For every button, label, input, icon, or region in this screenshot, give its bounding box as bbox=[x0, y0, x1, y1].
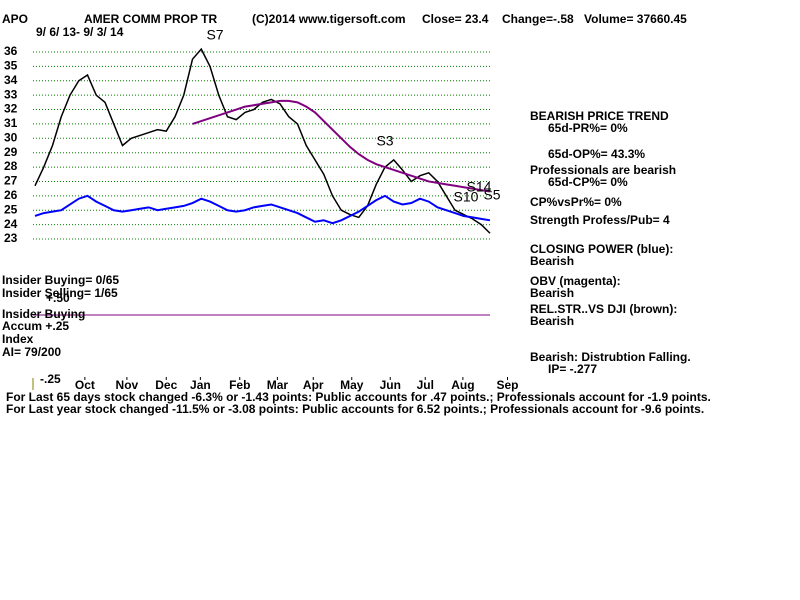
y-tick-label: 23 bbox=[4, 231, 18, 245]
series-line bbox=[34, 194, 491, 225]
x-tick-label: Jun bbox=[380, 378, 401, 392]
right-note: 65d-OP%= 43.3% bbox=[548, 147, 645, 161]
y-tick-label: 28 bbox=[4, 159, 18, 173]
x-tick-label: Mar bbox=[267, 378, 289, 392]
y-tick-label: 35 bbox=[4, 59, 18, 73]
y-tick-label: 26 bbox=[4, 188, 18, 202]
y-tick-label: 31 bbox=[4, 116, 18, 130]
close: Close= 23.4 bbox=[422, 12, 489, 26]
y-tick-label: 32 bbox=[4, 102, 18, 116]
left-note: Insider Selling= 1/65 bbox=[2, 286, 118, 300]
series-line bbox=[192, 99, 491, 193]
left-note: Index bbox=[2, 332, 34, 346]
series-line bbox=[34, 47, 491, 234]
right-note: 65d-CP%= 0% bbox=[548, 175, 628, 189]
signal-label: S3 bbox=[376, 133, 393, 149]
left-note: Insider Buying bbox=[2, 307, 85, 321]
y-tick-label: 33 bbox=[4, 87, 18, 101]
volume: Volume= 37660.45 bbox=[584, 12, 687, 26]
right-note: Bearish bbox=[530, 286, 574, 300]
x-tick-label: Dec bbox=[155, 378, 177, 392]
right-note: CLOSING POWER (blue): bbox=[530, 242, 673, 256]
signal-label: S5 bbox=[483, 187, 500, 203]
footer-line: For Last 65 days stock changed -6.3% or … bbox=[6, 390, 711, 404]
source: (C)2014 www.tigersoft.com bbox=[252, 12, 406, 26]
right-note: Bearish bbox=[530, 254, 574, 268]
left-note: AI= 79/200 bbox=[2, 345, 61, 359]
change: Change=-.58 bbox=[502, 12, 574, 26]
right-note: REL.STR..VS DJI (brown): bbox=[530, 302, 677, 316]
x-tick-label: Sep bbox=[496, 378, 518, 392]
symbol: APO bbox=[2, 12, 28, 26]
signal-label: S14 bbox=[467, 179, 492, 195]
date-range: 9/ 6/ 13- 9/ 3/ 14 bbox=[36, 25, 124, 39]
right-note: OBV (magenta): bbox=[530, 274, 621, 288]
x-tick-label: Aug bbox=[451, 378, 474, 392]
y-tick-label: 25 bbox=[4, 202, 18, 216]
right-note: Strength Profess/Pub= 4 bbox=[530, 213, 670, 227]
right-note: 65d-PR%= 0% bbox=[548, 121, 628, 135]
y-tick-label: 30 bbox=[4, 130, 18, 144]
right-note: Bearish: Distrubtion Falling. bbox=[530, 350, 691, 364]
y-tick-label: 34 bbox=[4, 73, 18, 87]
right-note: BEARISH PRICE TREND bbox=[530, 109, 669, 123]
x-tick-label: Feb bbox=[229, 378, 250, 392]
left-note: Insider Buying= 0/65 bbox=[2, 273, 119, 287]
x-tick-label: Jul bbox=[417, 378, 434, 392]
signal-label: S7 bbox=[206, 27, 223, 43]
x-tick-label: May bbox=[340, 378, 364, 392]
x-tick-label: Oct bbox=[75, 378, 95, 392]
left-note: Accum +.25 bbox=[2, 319, 69, 333]
footer-line: For Last year stock changed -11.5% or -3… bbox=[6, 402, 704, 416]
left-note: +.50 bbox=[46, 291, 70, 305]
left-note: -.25 bbox=[40, 372, 61, 386]
x-tick-label: Nov bbox=[116, 378, 139, 392]
y-tick-label: 29 bbox=[4, 145, 18, 159]
company-name: AMER COMM PROP TR bbox=[84, 12, 217, 26]
right-note: Professionals are bearish bbox=[530, 163, 676, 177]
x-tick-label: Jan bbox=[190, 378, 211, 392]
signal-label: S10 bbox=[454, 189, 479, 205]
y-tick-label: 24 bbox=[4, 217, 18, 231]
y-tick-label: 36 bbox=[4, 44, 18, 58]
y-tick-label: 27 bbox=[4, 174, 18, 188]
x-tick-label: Apr bbox=[303, 378, 324, 392]
right-note: Bearish bbox=[530, 314, 574, 328]
right-note: IP= -.277 bbox=[548, 362, 597, 376]
right-note: CP%vsPr%= 0% bbox=[530, 195, 622, 209]
